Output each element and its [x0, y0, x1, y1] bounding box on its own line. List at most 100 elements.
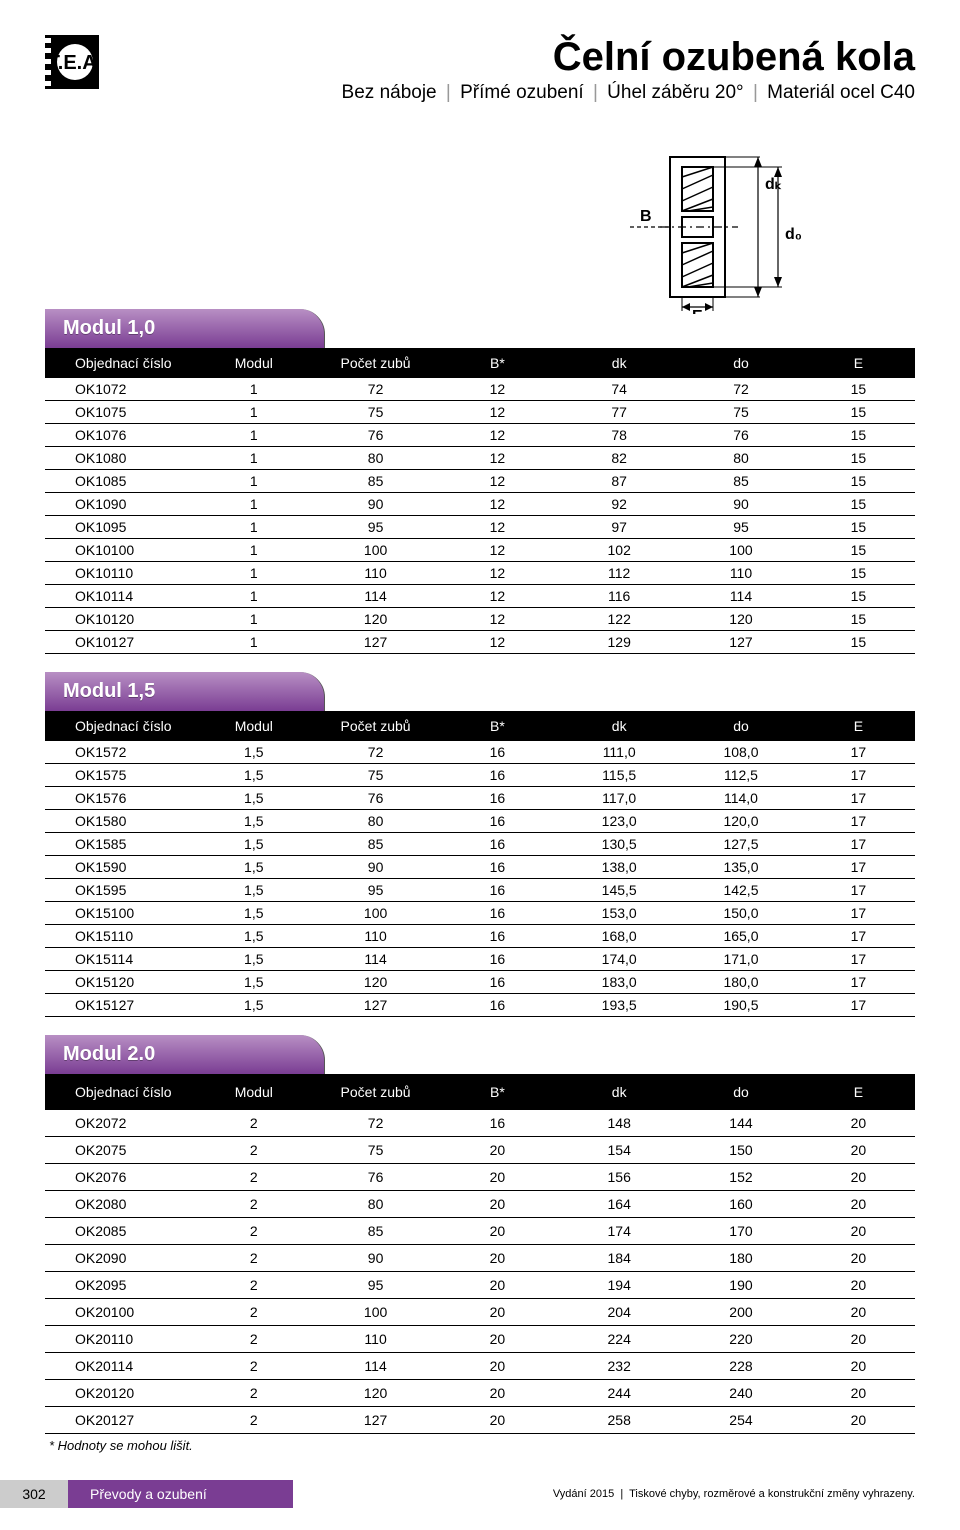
table-cell: 17 — [802, 810, 915, 833]
section-0: Modul 1,0Objednací čísloModulPočet zubůB… — [45, 309, 915, 654]
table-cell: 17 — [802, 879, 915, 902]
table-cell: 1 — [193, 424, 315, 447]
table-cell: 2 — [193, 1326, 315, 1353]
col-header: Objednací číslo — [45, 348, 193, 378]
table-row: OK15851,58516130,5127,517 — [45, 833, 915, 856]
col-header: dk — [558, 348, 680, 378]
table-cell: 95 — [315, 516, 437, 539]
table-cell: 1,5 — [193, 741, 315, 764]
table-cell: 102 — [558, 539, 680, 562]
header: T.E.A. Čelní ozubená kola Bez náboje | P… — [45, 35, 915, 104]
table-cell: 12 — [436, 401, 558, 424]
table-cell: 15 — [802, 539, 915, 562]
table-cell: 174 — [558, 1218, 680, 1245]
table-cell: 110 — [315, 1326, 437, 1353]
table-cell: OK1080 — [45, 447, 193, 470]
table-cell: OK10127 — [45, 631, 193, 654]
table-cell: 2 — [193, 1245, 315, 1272]
table-cell: 2 — [193, 1407, 315, 1434]
table-row: OK2011021102022422020 — [45, 1326, 915, 1353]
table-cell: 170 — [680, 1218, 802, 1245]
table-cell: OK1576 — [45, 787, 193, 810]
col-header: E — [802, 1074, 915, 1110]
table-cell: 2 — [193, 1164, 315, 1191]
table-cell: 15 — [802, 562, 915, 585]
table-cell: 15 — [802, 516, 915, 539]
table-cell: 244 — [558, 1380, 680, 1407]
table-cell: 15 — [802, 470, 915, 493]
table-row: OK15751,57516115,5112,517 — [45, 764, 915, 787]
table-cell: 168,0 — [558, 925, 680, 948]
table-cell: 95 — [315, 1272, 437, 1299]
logo-text: T.E.A. — [48, 52, 99, 74]
diagram-label-do: d₀ — [785, 226, 802, 243]
diagram-label-e: E — [692, 308, 703, 314]
table-cell: 12 — [436, 562, 558, 585]
table-cell: 111,0 — [558, 741, 680, 764]
col-header: B* — [436, 348, 558, 378]
table-cell: 15 — [802, 631, 915, 654]
table-cell: 16 — [436, 810, 558, 833]
table-cell: 80 — [680, 447, 802, 470]
table-cell: 1 — [193, 493, 315, 516]
table-cell: 20 — [436, 1272, 558, 1299]
table-cell: 16 — [436, 902, 558, 925]
table-cell: 12 — [436, 608, 558, 631]
table-cell: OK10110 — [45, 562, 193, 585]
table-cell: 15 — [802, 424, 915, 447]
col-header: Modul — [193, 1074, 315, 1110]
table-cell: 16 — [436, 787, 558, 810]
table-cell: 1 — [193, 585, 315, 608]
table-cell: 117,0 — [558, 787, 680, 810]
table-cell: 190,5 — [680, 994, 802, 1017]
table-cell: 194 — [558, 1272, 680, 1299]
table-cell: OK2080 — [45, 1191, 193, 1218]
table-cell: OK1585 — [45, 833, 193, 856]
table-cell: 20 — [436, 1218, 558, 1245]
table-cell: 180,0 — [680, 971, 802, 994]
table-cell: 150,0 — [680, 902, 802, 925]
table-cell: 90 — [680, 493, 802, 516]
table-cell: 108,0 — [680, 741, 802, 764]
table-cell: OK20100 — [45, 1299, 193, 1326]
table-cell: OK10114 — [45, 585, 193, 608]
table-cell: 92 — [558, 493, 680, 516]
section-tab: Modul 1,5 — [45, 672, 325, 711]
table-cell: 16 — [436, 948, 558, 971]
table-cell: 110 — [315, 925, 437, 948]
table-row: OK151141,511416174,0171,017 — [45, 948, 915, 971]
table-cell: 17 — [802, 948, 915, 971]
table-cell: 20 — [802, 1164, 915, 1191]
data-table: Objednací čísloModulPočet zubůB*dkdoEOK2… — [45, 1074, 915, 1434]
table-cell: OK10100 — [45, 539, 193, 562]
table-cell: 129 — [558, 631, 680, 654]
table-cell: 200 — [680, 1299, 802, 1326]
table-cell: 254 — [680, 1407, 802, 1434]
table-cell: 1 — [193, 378, 315, 401]
table-cell: 85 — [315, 1218, 437, 1245]
table-cell: 12 — [436, 539, 558, 562]
table-cell: 240 — [680, 1380, 802, 1407]
table-cell: OK15110 — [45, 925, 193, 948]
table-cell: 1 — [193, 401, 315, 424]
table-cell: 15 — [802, 447, 915, 470]
table-cell: 1 — [193, 470, 315, 493]
table-cell: 228 — [680, 1353, 802, 1380]
table-cell: 15 — [802, 378, 915, 401]
table-row: OK109519512979515 — [45, 516, 915, 539]
table-cell: 1 — [193, 631, 315, 654]
table-cell: 85 — [315, 470, 437, 493]
table-cell: 74 — [558, 378, 680, 401]
table-cell: 80 — [315, 1191, 437, 1218]
table-cell: OK2076 — [45, 1164, 193, 1191]
table-cell: 80 — [315, 810, 437, 833]
table-cell: 20 — [802, 1218, 915, 1245]
section-tab: Modul 2.0 — [45, 1035, 325, 1074]
table-cell: 20 — [802, 1380, 915, 1407]
table-cell: 120 — [315, 1380, 437, 1407]
table-cell: 114,0 — [680, 787, 802, 810]
table-cell: OK1075 — [45, 401, 193, 424]
table-cell: 112,5 — [680, 764, 802, 787]
table-cell: 15 — [802, 493, 915, 516]
table-cell: 258 — [558, 1407, 680, 1434]
